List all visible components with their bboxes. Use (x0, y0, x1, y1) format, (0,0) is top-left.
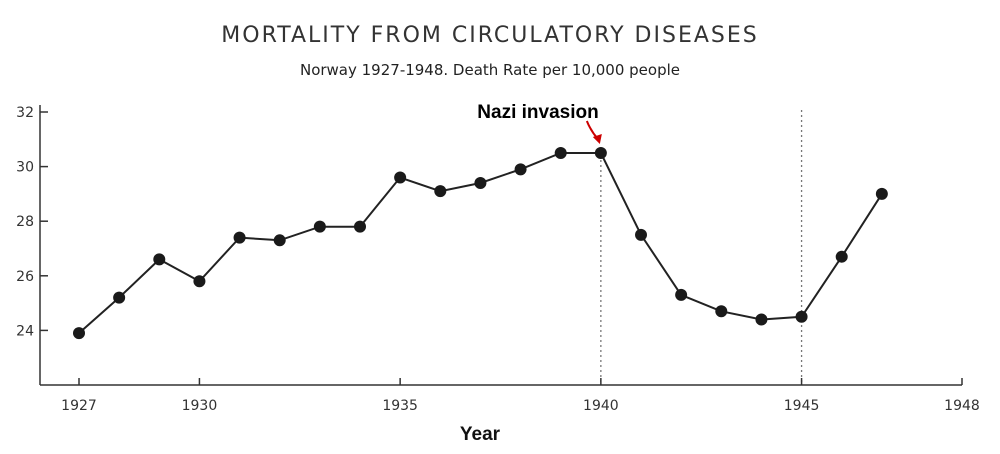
x-ticks: 1927 1930 1935 1940 1945 1948 (61, 378, 980, 414)
x-tick-label: 1945 (784, 398, 820, 414)
data-points (73, 146, 888, 340)
data-point (313, 220, 326, 233)
data-point (594, 146, 607, 159)
data-point (394, 171, 407, 184)
data-point (755, 313, 768, 326)
x-tick-label: 1935 (382, 398, 418, 414)
data-point (153, 253, 166, 266)
x-tick-label: 1927 (61, 398, 97, 414)
annotation-label: Nazi invasion (477, 102, 598, 123)
x-tick-label: 1930 (182, 398, 218, 414)
chart-title: MORTALITY FROM CIRCULATORY DISEASES (221, 23, 758, 48)
data-point (434, 185, 447, 198)
data-point (193, 275, 206, 288)
data-point (73, 327, 85, 340)
y-tick-label: 24 (16, 323, 34, 339)
data-point (554, 146, 567, 159)
data-point (233, 231, 246, 244)
data-point (875, 187, 888, 200)
x-tick-label: 1940 (583, 398, 619, 414)
x-axis-label: Year (460, 424, 501, 445)
data-point (715, 305, 728, 318)
data-point (795, 310, 808, 323)
data-point (835, 250, 848, 263)
chart-subtitle: Norway 1927-1948. Death Rate per 10,000 … (300, 61, 680, 79)
y-ticks: 24 26 28 30 32 (16, 105, 48, 339)
y-tick-label: 28 (16, 214, 34, 230)
data-point (354, 220, 366, 233)
annotation-nazi-invasion: Nazi invasion (477, 102, 602, 144)
data-point (635, 228, 647, 241)
annotation-arrowhead (592, 133, 602, 144)
data-point (113, 291, 126, 304)
data-point (514, 163, 527, 176)
data-point (675, 288, 688, 301)
reference-lines (600, 110, 803, 385)
data-point (273, 234, 286, 247)
x-tick-label: 1948 (944, 398, 980, 414)
y-tick-label: 30 (16, 160, 34, 176)
y-tick-label: 32 (16, 105, 34, 121)
data-point (474, 176, 487, 189)
y-tick-label: 26 (16, 269, 34, 285)
